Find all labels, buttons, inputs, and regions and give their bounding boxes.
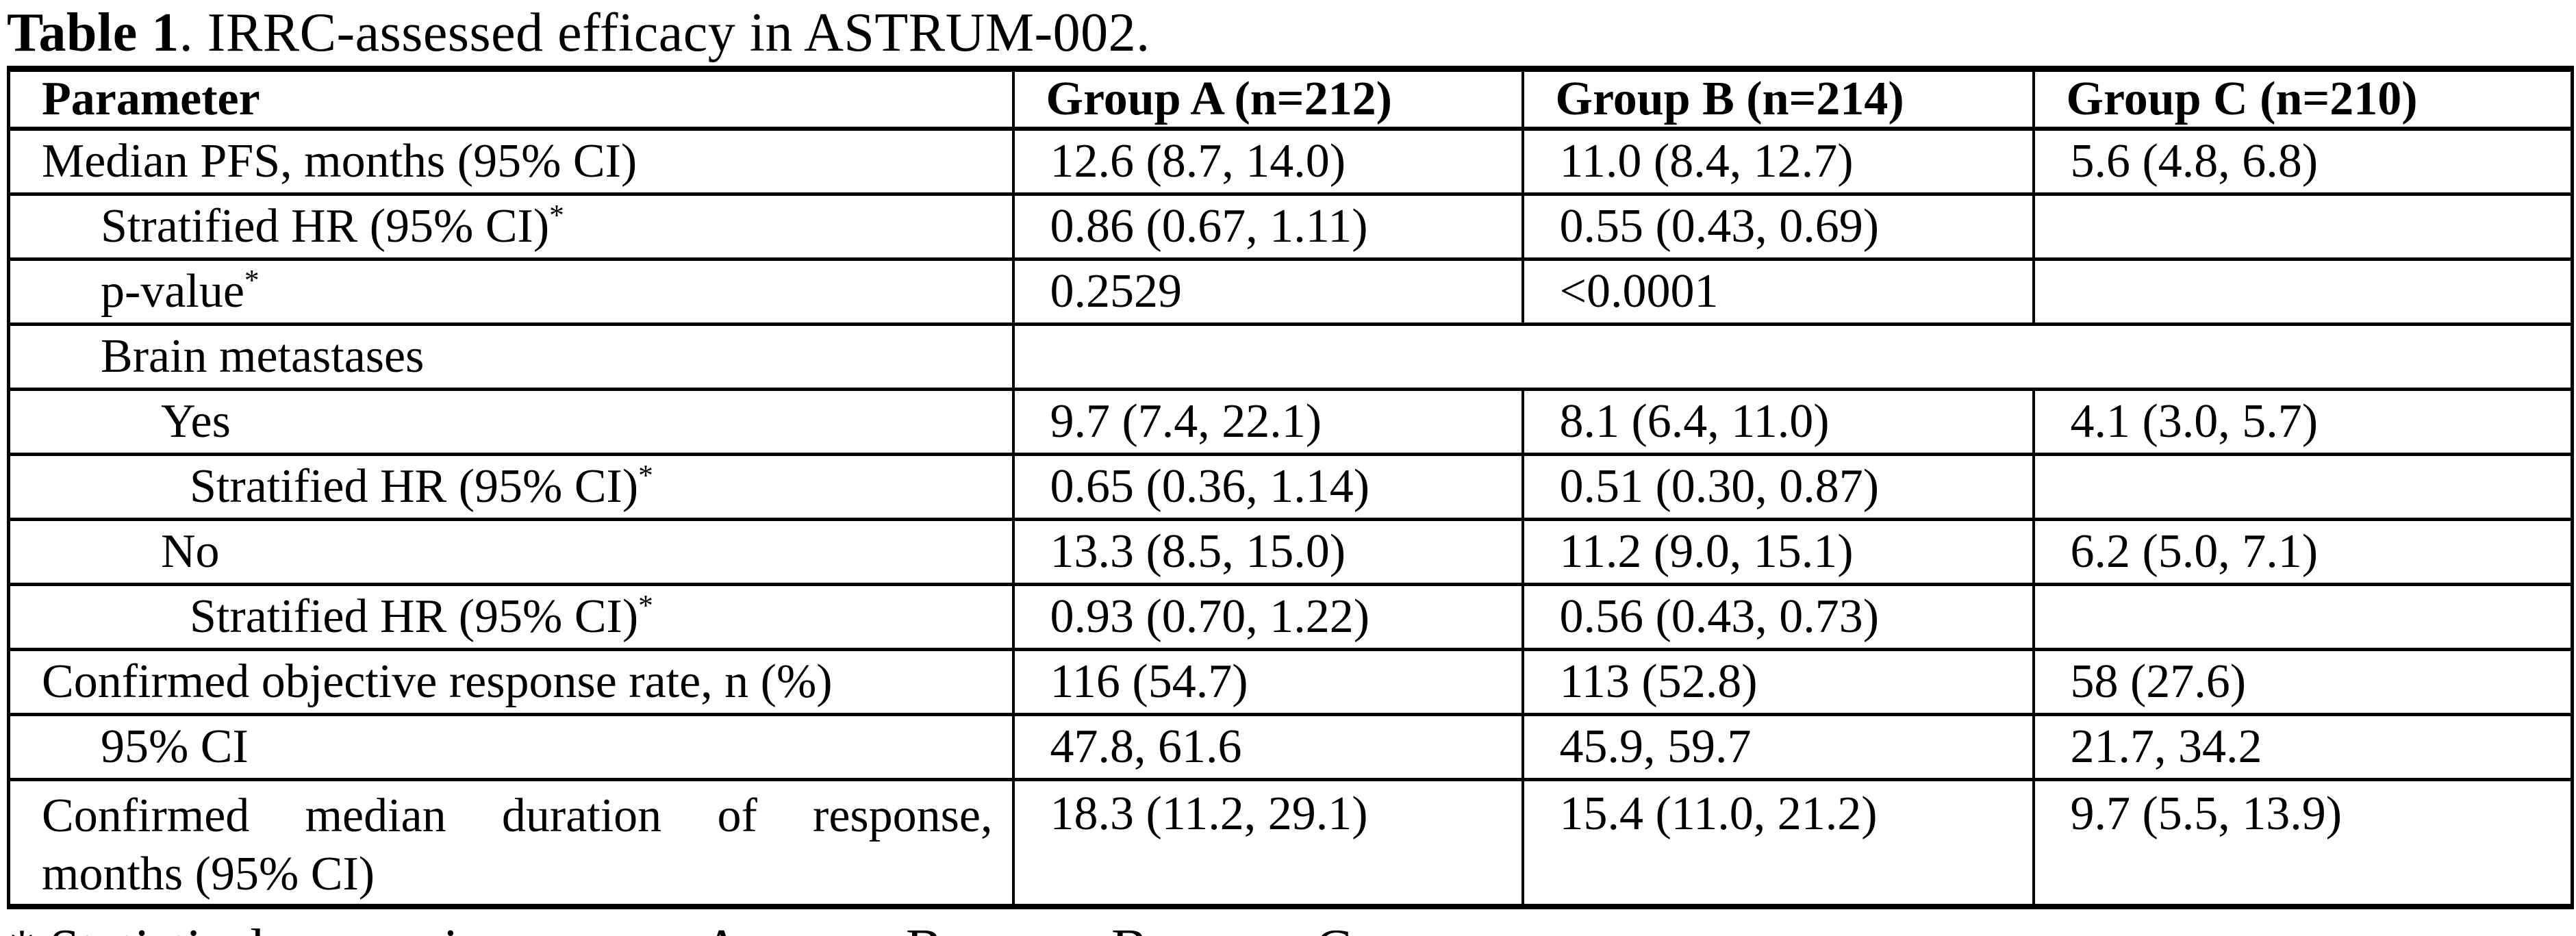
parameter-label: Stratified HR (95% CI) [101, 200, 550, 253]
parameter-label: Stratified HR (95% CI) [190, 460, 639, 513]
value-cell: 5.6 (4.8, 6.8) [2032, 127, 2574, 196]
parameter-label: Confirmed objective response rate, n (%) [42, 655, 833, 708]
parameter-label: Stratified HR (95% CI) [190, 590, 639, 643]
table-row: Stratified HR (95% CI)* 0.65 (0.36, 1.14)… [7, 453, 2574, 521]
parameter-cell: Stratified HR (95% CI)* [7, 453, 1015, 521]
parameter-cell: Brain metastases [7, 322, 1015, 391]
value-cell: 0.55 (0.43, 0.69) [1521, 192, 2035, 261]
parameter-cell: Median PFS, months (95% CI) [7, 127, 1015, 196]
parameter-label: p-value [101, 265, 244, 318]
value-cell: <0.0001 [1521, 257, 2035, 326]
value-cell [2032, 453, 2574, 521]
value-cell: 0.93 (0.70, 1.22) [1011, 583, 1524, 651]
parameter-cell: 95% CI [7, 713, 1015, 781]
table-row: Brain metastases [7, 322, 2574, 391]
superscript-asterisk: * [638, 459, 653, 492]
value-cell: 9.7 (7.4, 22.1) [1011, 388, 1524, 456]
value-cell: 0.56 (0.43, 0.73) [1521, 583, 2035, 651]
value-cell: 8.1 (6.4, 11.0) [1521, 388, 2035, 456]
merged-empty-cell [1011, 322, 2574, 391]
table-row: Confirmed median duration of response, mo… [7, 777, 2574, 909]
column-header-group-c: Group C (n=210) [2032, 67, 2574, 131]
value-cell [2032, 583, 2574, 651]
value-cell: 47.8, 61.6 [1011, 713, 1524, 781]
parameter-cell: Yes [7, 388, 1015, 456]
value-cell: 0.51 (0.30, 0.87) [1521, 453, 2035, 521]
table-row: Yes 9.7 (7.4, 22.1) 8.1 (6.4, 11.0) 4.1 (3.… [7, 388, 2574, 456]
column-header-group-a: Group A (n=212) [1011, 67, 1524, 131]
parameter-cell: p-value* [7, 257, 1015, 326]
superscript-asterisk: * [549, 199, 564, 232]
value-cell: 12.6 (8.7, 14.0) [1011, 127, 1524, 196]
value-cell: 9.7 (5.5, 13.9) [2032, 777, 2574, 909]
value-cell: 21.7, 34.2 [2032, 713, 2574, 781]
value-cell: 0.2529 [1011, 257, 1524, 326]
parameter-cell: Confirmed objective response rate, n (%) [7, 648, 1015, 716]
parameter-cell: Stratified HR (95% CI)* [7, 192, 1015, 261]
parameter-cell: No [7, 518, 1015, 586]
table-title-number: Table 1 [7, 3, 179, 63]
parameter-label: Brain metastases [101, 330, 425, 383]
table-row: Stratified HR (95% CI)* 0.86 (0.67, 1.11)… [7, 192, 2574, 261]
efficacy-table: Parameter Group A (n=212) Group B (n=214… [7, 66, 2574, 909]
table-header: Parameter Group A (n=212) Group B (n=214… [7, 67, 2574, 131]
parameter-cell: Confirmed median duration of response, mo… [7, 777, 1015, 909]
column-header-group-b: Group B (n=214) [1521, 67, 2035, 131]
value-cell [2032, 192, 2574, 261]
header-row: Parameter Group A (n=212) Group B (n=214… [7, 67, 2574, 131]
value-cell: 11.0 (8.4, 12.7) [1521, 127, 2035, 196]
parameter-line: months (95% CI) [42, 848, 375, 901]
parameter-label: No [161, 525, 220, 578]
superscript-asterisk: * [638, 589, 653, 622]
value-cell: 45.9, 59.7 [1521, 713, 2035, 781]
column-header-parameter: Parameter [7, 67, 1015, 131]
value-cell: 18.3 (11.2, 29.1) [1011, 777, 1524, 909]
value-cell: 4.1 (3.0, 5.7) [2032, 388, 2574, 456]
table-title-text: . IRRC-assessed efficacy in ASTRUM-002. [179, 3, 1150, 63]
table-row: Confirmed objective response rate, n (%)… [7, 648, 2574, 716]
value-cell: 0.86 (0.67, 1.11) [1011, 192, 1524, 261]
parameter-line: Confirmed median duration of response, [42, 789, 993, 842]
footnote: * Statistical comparison: group A versus… [7, 916, 2576, 936]
superscript-asterisk: * [244, 264, 260, 297]
value-cell: 13.3 (8.5, 15.0) [1011, 518, 1524, 586]
value-cell: 58 (27.6) [2032, 648, 2574, 716]
parameter-label: 95% CI [101, 720, 249, 773]
table-row: 95% CI 47.8, 61.6 45.9, 59.7 21.7, 34.2 [7, 713, 2574, 781]
value-cell: 15.4 (11.0, 21.2) [1521, 777, 2035, 909]
table-row: Stratified HR (95% CI)* 0.93 (0.70, 1.22)… [7, 583, 2574, 651]
table-row: p-value* 0.2529 <0.0001 [7, 257, 2574, 326]
parameter-cell: Stratified HR (95% CI)* [7, 583, 1015, 651]
table-row: Median PFS, months (95% CI) 12.6 (8.7, 14… [7, 127, 2574, 196]
table-body: Median PFS, months (95% CI) 12.6 (8.7, 14… [7, 127, 2574, 909]
value-cell: 11.2 (9.0, 15.1) [1521, 518, 2035, 586]
value-cell: 6.2 (5.0, 7.1) [2032, 518, 2574, 586]
table-title: Table 1. IRRC-assessed efficacy in ASTRU… [7, 0, 2576, 66]
parameter-label: Median PFS, months (95% CI) [42, 135, 637, 188]
value-cell: 113 (52.8) [1521, 648, 2035, 716]
value-cell [2032, 257, 2574, 326]
value-cell: 116 (54.7) [1011, 648, 1524, 716]
table-row: No 13.3 (8.5, 15.0) 11.2 (9.0, 15.1) 6.2 (5… [7, 518, 2574, 586]
parameter-label: Yes [161, 395, 231, 448]
value-cell: 0.65 (0.36, 1.14) [1011, 453, 1524, 521]
